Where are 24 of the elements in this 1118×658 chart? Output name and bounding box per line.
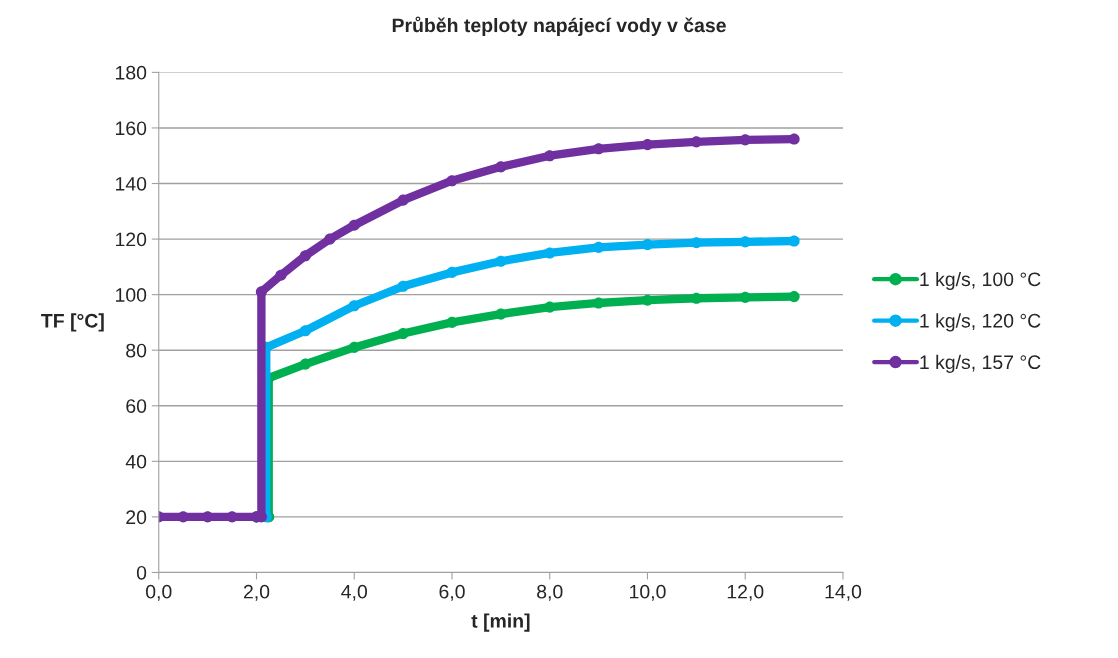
legend-label: 1 kg/s, 157 °C: [920, 354, 1041, 373]
x-tick-label: 0,0: [146, 584, 172, 601]
x-tick-label: 12,0: [727, 584, 764, 601]
y-tick-label: 80: [126, 343, 147, 358]
chart-title: Průběh teploty napájecí vody v čase: [392, 16, 726, 37]
y-tick-label: 60: [126, 399, 147, 413]
y-tick-label: 120: [115, 232, 147, 247]
x-tick-label: 14,0: [825, 584, 862, 601]
y-tick-label: 100: [115, 288, 147, 302]
y-tick-label: 160: [115, 121, 147, 136]
y-tick-label: 20: [126, 510, 147, 525]
x-tick-label: 6,0: [439, 584, 465, 601]
x-tick-label: 2,0: [243, 584, 270, 601]
y-tick-label: 180: [115, 65, 147, 80]
y-axis-title: TF [°C]: [41, 313, 104, 332]
legend-label: 1 kg/s, 120 °C: [920, 313, 1041, 332]
y-tick-label: 40: [125, 454, 147, 469]
legend-label: 1 kg/s, 100 °C: [920, 271, 1041, 291]
x-axis-title: t [min]: [471, 613, 530, 632]
y-tick-label: 0: [136, 565, 147, 580]
x-tick-label: 8,0: [537, 584, 563, 601]
x-tick-label: 10,0: [630, 584, 666, 601]
y-tick-label: 140: [115, 176, 147, 191]
x-tick-label: 4,0: [341, 584, 367, 601]
